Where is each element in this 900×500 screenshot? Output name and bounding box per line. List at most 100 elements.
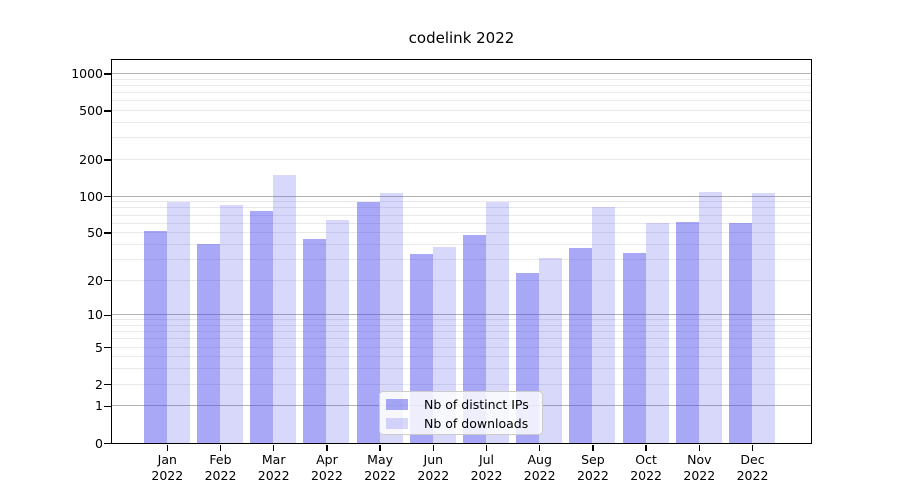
bar-downloads-aug xyxy=(539,257,563,443)
gridline xyxy=(111,324,811,326)
x-tick-mark xyxy=(432,445,435,451)
y-tick-mark xyxy=(104,346,111,349)
bar-downloads-jan xyxy=(166,201,190,443)
gridline xyxy=(111,158,811,160)
bar-ips-oct xyxy=(622,252,646,443)
x-tick-label: Feb 2022 xyxy=(204,451,237,483)
y-tick-label: 200 xyxy=(79,151,103,167)
gridline xyxy=(111,137,811,139)
gridline xyxy=(111,207,811,209)
y-tick-mark xyxy=(104,442,111,445)
x-tick-label: Mar 2022 xyxy=(257,451,290,483)
bar-ips-mar xyxy=(250,211,274,443)
bar-downloads-nov xyxy=(698,192,722,443)
gridline xyxy=(111,279,811,281)
bar-ips-apr xyxy=(303,239,327,443)
x-tick-label: Sep 2022 xyxy=(576,451,609,483)
bar-ips-jul xyxy=(463,234,486,443)
gridline xyxy=(111,73,811,75)
x-tick-mark xyxy=(751,445,754,451)
y-tick-mark xyxy=(104,279,111,282)
legend-item-ips: Nb of distinct IPs xyxy=(386,395,542,414)
gridline xyxy=(111,222,811,224)
x-tick-label: Jul 2022 xyxy=(470,451,503,483)
y-tick-label: 100 xyxy=(79,188,103,204)
x-tick-label: Apr 2022 xyxy=(310,451,343,483)
plot-area xyxy=(110,58,812,444)
x-tick-mark xyxy=(592,445,594,451)
gridline xyxy=(111,92,811,94)
y-tick-label: 500 xyxy=(79,103,103,119)
y-tick-mark xyxy=(104,405,111,408)
bar-ips-feb xyxy=(197,244,220,443)
gridline xyxy=(111,78,811,80)
legend: Nb of distinct IPs Nb of downloads xyxy=(379,391,543,435)
gridline xyxy=(111,100,811,102)
x-tick-mark xyxy=(272,445,275,451)
x-tick-label: Aug 2022 xyxy=(523,451,556,483)
bar-downloads-feb xyxy=(220,204,243,443)
x-tick-label: Oct 2022 xyxy=(630,451,662,483)
bar-downloads-oct xyxy=(645,223,669,443)
gridline xyxy=(111,258,811,260)
x-tick-mark xyxy=(166,445,169,451)
y-tick-label: 2 xyxy=(95,376,103,392)
gridline xyxy=(111,84,811,86)
y-tick-label: 20 xyxy=(87,272,103,288)
gridline xyxy=(111,121,811,123)
y-tick-label: 10 xyxy=(87,307,103,323)
bar-ips-dec xyxy=(729,223,752,443)
gridline xyxy=(111,346,811,348)
y-tick-mark xyxy=(104,195,111,198)
y-tick-label: 0 xyxy=(95,435,103,451)
x-tick-label: Dec 2022 xyxy=(736,451,769,483)
x-tick-label: Jan 2022 xyxy=(151,451,184,483)
y-tick-mark xyxy=(104,110,111,112)
gridline xyxy=(111,214,811,216)
legend-label-downloads: Nb of downloads xyxy=(424,415,529,431)
bar-ips-sep xyxy=(569,248,593,443)
grid-layer xyxy=(111,60,811,444)
legend-item-downloads: Nb of downloads xyxy=(386,414,542,433)
legend-label-ips: Nb of distinct IPs xyxy=(424,396,529,412)
chart-title: codelink 2022 xyxy=(408,29,515,47)
y-tick-mark xyxy=(104,314,111,316)
y-tick-mark xyxy=(104,383,111,386)
x-tick-mark xyxy=(379,445,381,451)
x-tick-label: Nov 2022 xyxy=(683,451,716,483)
gridline xyxy=(111,314,811,316)
x-tick-mark xyxy=(645,445,647,451)
x-tick-mark xyxy=(538,445,541,451)
y-tick-mark xyxy=(104,73,111,75)
x-tick-label: May 2022 xyxy=(364,451,396,483)
bar-layer xyxy=(112,60,811,443)
y-tick-label: 50 xyxy=(87,225,103,241)
y-tick-label: 5 xyxy=(95,339,103,355)
gridline xyxy=(111,368,811,370)
gridline xyxy=(111,110,811,112)
gridline xyxy=(111,201,811,203)
bar-downloads-dec xyxy=(752,193,775,443)
x-tick-mark xyxy=(485,445,488,451)
gridline xyxy=(111,356,811,358)
y-tick-mark xyxy=(104,159,111,161)
gridline xyxy=(111,338,811,340)
gridline xyxy=(111,232,811,234)
bar-ips-nov xyxy=(675,222,699,443)
x-tick-mark xyxy=(219,445,222,451)
legend-swatch-downloads xyxy=(386,418,408,429)
x-tick-mark xyxy=(698,445,701,451)
legend-swatch-ips xyxy=(386,399,408,410)
bar-downloads-apr xyxy=(326,219,350,443)
gridline xyxy=(111,331,811,333)
y-tick-label: 1 xyxy=(95,398,103,414)
gridline xyxy=(111,383,811,385)
bar-downloads-may xyxy=(379,192,403,443)
gridline xyxy=(111,195,811,197)
bar-ips-jan xyxy=(143,230,167,443)
bar-downloads-sep xyxy=(592,207,616,443)
bar-downloads-mar xyxy=(273,174,297,443)
y-tick-mark xyxy=(104,232,111,234)
gridline xyxy=(111,243,811,245)
